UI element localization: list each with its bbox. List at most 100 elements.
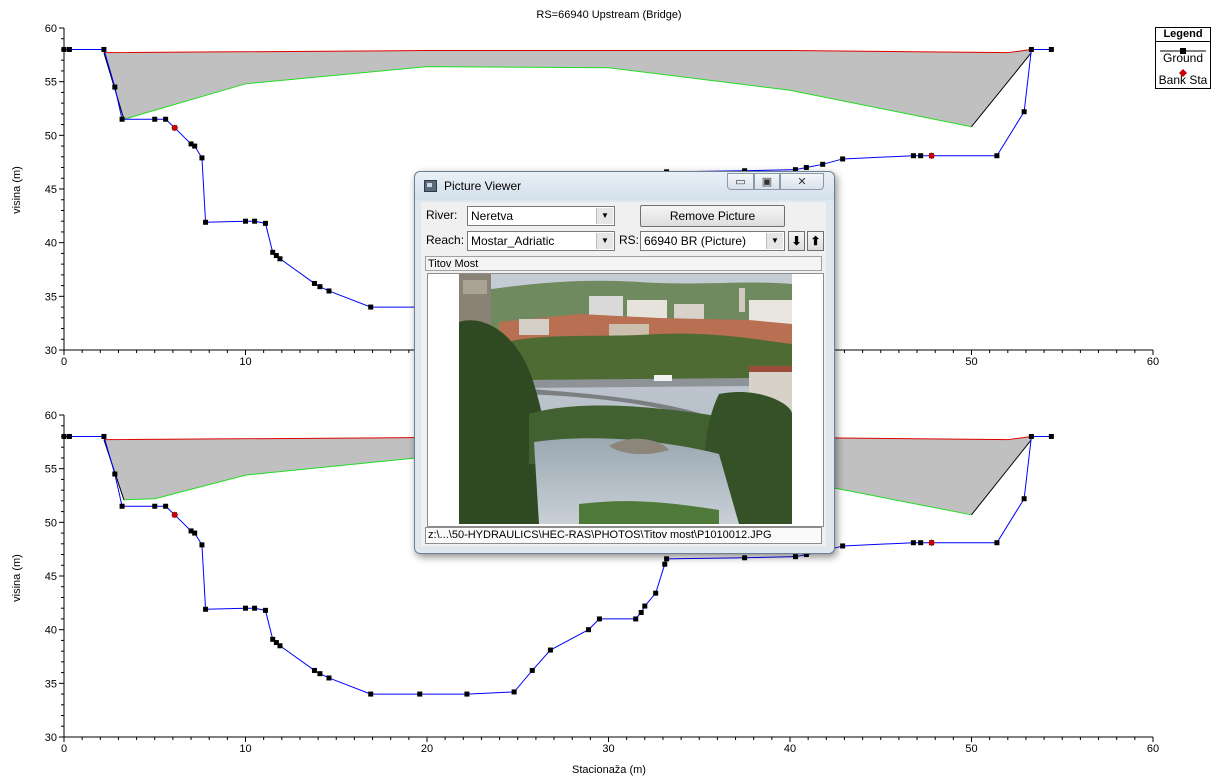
ground-point xyxy=(820,161,826,167)
x-tick-label: 50 xyxy=(965,356,977,368)
y-tick-label: 55 xyxy=(45,464,57,476)
y-tick-label: 50 xyxy=(45,130,57,142)
ground-point xyxy=(66,46,72,52)
ground-point xyxy=(664,556,670,562)
ground-point xyxy=(633,616,639,622)
y-tick-label: 30 xyxy=(45,345,57,357)
y-tick-label: 40 xyxy=(45,238,57,250)
reach-select[interactable]: Mostar_Adriatic ▼ xyxy=(467,231,615,251)
ground-point xyxy=(803,552,809,558)
chevron-down-icon[interactable]: ▼ xyxy=(596,233,613,249)
picture-title-field: Titov Most xyxy=(425,256,822,271)
ground-point xyxy=(742,555,748,561)
ground-point xyxy=(311,667,317,673)
ground-point xyxy=(192,143,198,149)
y-tick-label: 50 xyxy=(45,517,57,529)
chevron-down-icon[interactable]: ▼ xyxy=(766,233,783,249)
next-up-button[interactable]: ⬆ xyxy=(807,231,824,251)
ground-point xyxy=(1021,496,1027,502)
low-chord-line xyxy=(123,66,972,128)
y-tick-label: 55 xyxy=(45,77,57,89)
ground-point xyxy=(642,603,648,609)
ground-point xyxy=(840,156,846,162)
arrow-down-icon: ⬇ xyxy=(791,234,802,248)
ground-point xyxy=(596,616,602,622)
ground-point xyxy=(840,543,846,549)
maximize-icon: ▣ xyxy=(761,176,773,188)
ground-point xyxy=(101,46,107,52)
maximize-button[interactable]: ▣ xyxy=(754,173,780,190)
y-tick-label: 35 xyxy=(45,678,57,690)
ground-point xyxy=(199,542,205,548)
ground-point xyxy=(273,640,279,646)
bridge-photo xyxy=(459,274,792,524)
ground-point xyxy=(252,218,258,224)
ground-point xyxy=(1028,433,1034,439)
bank-station-point xyxy=(928,152,936,160)
chevron-down-icon[interactable]: ▼ xyxy=(596,208,613,224)
ground-point xyxy=(277,643,283,649)
ground-point xyxy=(464,691,470,697)
ground-point xyxy=(101,433,107,439)
ground-point xyxy=(662,561,668,567)
ground-point xyxy=(1048,46,1054,52)
ground-point xyxy=(163,116,169,122)
legend-item-bank-sta: Bank Sta xyxy=(1156,64,1210,86)
ground-point xyxy=(262,220,268,226)
river-select[interactable]: Neretva ▼ xyxy=(467,206,615,226)
ground-point xyxy=(368,304,374,310)
window-title: Picture Viewer xyxy=(444,179,522,193)
ground-point xyxy=(66,433,72,439)
y-axis-label-bottom: visina (m) xyxy=(11,554,23,602)
picture-viewer-window[interactable]: Picture Viewer ▭ ▣ ✕ River: Neretva ▼ Re… xyxy=(414,171,835,554)
y-tick-label: 45 xyxy=(45,184,57,196)
ground-point xyxy=(192,530,198,536)
ground-point xyxy=(61,433,67,439)
ground-point xyxy=(511,689,517,695)
x-tick-label: 20 xyxy=(421,743,433,755)
river-select-value: Neretva xyxy=(471,209,514,223)
rs-select[interactable]: 66940 BR (Picture) ▼ xyxy=(640,231,785,251)
ground-point xyxy=(918,540,924,546)
ground-point xyxy=(792,554,798,560)
next-down-button[interactable]: ⬇ xyxy=(788,231,805,251)
x-tick-label: 50 xyxy=(965,743,977,755)
ground-point xyxy=(417,691,423,697)
x-tick-label: 10 xyxy=(239,356,251,368)
ground-point xyxy=(317,671,323,677)
x-axis-label: Stacionaža (m) xyxy=(572,764,646,776)
ground-point xyxy=(262,607,268,613)
x-tick-label: 60 xyxy=(1147,356,1159,368)
close-button[interactable]: ✕ xyxy=(780,173,824,190)
ground-point xyxy=(243,218,248,224)
ground-point xyxy=(653,590,659,596)
ground-point xyxy=(163,503,169,509)
ground-point xyxy=(1048,433,1054,439)
window-client-area: River: Neretva ▼ Remove Picture Reach: M… xyxy=(421,202,826,546)
ground-point xyxy=(742,168,748,174)
x-tick-label: 40 xyxy=(784,743,796,755)
high-chord-line xyxy=(103,48,1032,54)
remove-picture-button[interactable]: Remove Picture xyxy=(640,205,785,227)
ground-point xyxy=(243,605,248,611)
legend-label-ground: Ground xyxy=(1162,51,1204,65)
picture-frame xyxy=(427,273,824,527)
ground-point xyxy=(152,116,158,122)
arrow-up-icon: ⬆ xyxy=(810,234,821,248)
ground-point xyxy=(270,636,276,642)
x-tick-label: 0 xyxy=(61,356,67,368)
rs-select-value: 66940 BR (Picture) xyxy=(644,234,747,248)
bank-station-point xyxy=(171,511,179,519)
x-tick-label: 60 xyxy=(1147,743,1159,755)
ground-point xyxy=(1028,46,1034,52)
picture-path-field: z:\...\50-HYDRAULICS\HEC-RAS\PHOTOS\Tito… xyxy=(425,527,822,544)
window-titlebar[interactable]: Picture Viewer ▭ ▣ ✕ xyxy=(415,172,834,200)
ground-point xyxy=(119,503,125,509)
minimize-button[interactable]: ▭ xyxy=(727,173,754,190)
y-tick-label: 60 xyxy=(45,23,57,35)
ground-legend-symbol xyxy=(1160,48,1206,54)
ground-point xyxy=(326,675,332,681)
pier-edge-right xyxy=(971,439,1032,516)
pier-edge-right xyxy=(971,52,1032,128)
ground-point xyxy=(994,153,1000,159)
